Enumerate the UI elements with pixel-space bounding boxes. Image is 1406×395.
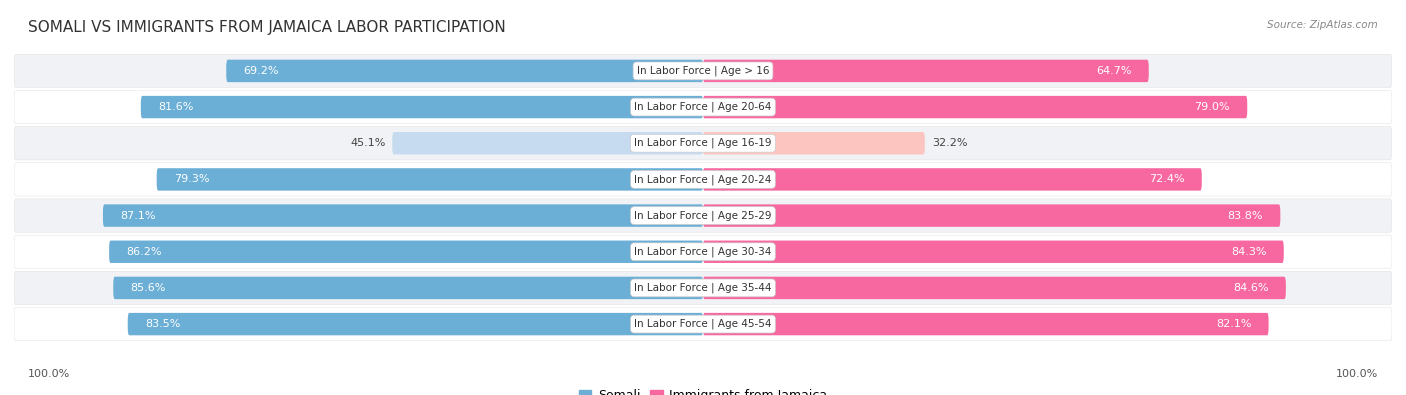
Text: 45.1%: 45.1% — [350, 138, 385, 148]
FancyBboxPatch shape — [110, 241, 703, 263]
Text: In Labor Force | Age 16-19: In Labor Force | Age 16-19 — [634, 138, 772, 149]
FancyBboxPatch shape — [703, 132, 925, 154]
FancyBboxPatch shape — [703, 168, 1202, 191]
FancyBboxPatch shape — [703, 313, 1268, 335]
Text: In Labor Force | Age > 16: In Labor Force | Age > 16 — [637, 66, 769, 76]
Text: 83.8%: 83.8% — [1227, 211, 1263, 220]
FancyBboxPatch shape — [703, 241, 1284, 263]
FancyBboxPatch shape — [703, 96, 1247, 118]
Text: 85.6%: 85.6% — [131, 283, 166, 293]
FancyBboxPatch shape — [14, 235, 1392, 268]
Text: SOMALI VS IMMIGRANTS FROM JAMAICA LABOR PARTICIPATION: SOMALI VS IMMIGRANTS FROM JAMAICA LABOR … — [28, 20, 506, 35]
Text: 79.0%: 79.0% — [1195, 102, 1230, 112]
FancyBboxPatch shape — [14, 199, 1392, 232]
Text: In Labor Force | Age 25-29: In Labor Force | Age 25-29 — [634, 210, 772, 221]
Text: 69.2%: 69.2% — [243, 66, 278, 76]
FancyBboxPatch shape — [703, 277, 1286, 299]
Text: Source: ZipAtlas.com: Source: ZipAtlas.com — [1267, 20, 1378, 30]
Text: 84.3%: 84.3% — [1232, 247, 1267, 257]
Legend: Somali, Immigrants from Jamaica: Somali, Immigrants from Jamaica — [574, 384, 832, 395]
Text: In Labor Force | Age 30-34: In Labor Force | Age 30-34 — [634, 246, 772, 257]
FancyBboxPatch shape — [14, 163, 1392, 196]
Text: 64.7%: 64.7% — [1097, 66, 1132, 76]
Text: 83.5%: 83.5% — [145, 319, 180, 329]
Text: 86.2%: 86.2% — [127, 247, 162, 257]
Text: In Labor Force | Age 35-44: In Labor Force | Age 35-44 — [634, 283, 772, 293]
FancyBboxPatch shape — [141, 96, 703, 118]
Text: 100.0%: 100.0% — [28, 369, 70, 379]
Text: 87.1%: 87.1% — [120, 211, 156, 220]
FancyBboxPatch shape — [14, 54, 1392, 88]
Text: In Labor Force | Age 20-64: In Labor Force | Age 20-64 — [634, 102, 772, 112]
FancyBboxPatch shape — [703, 60, 1149, 82]
FancyBboxPatch shape — [114, 277, 703, 299]
Text: 79.3%: 79.3% — [174, 175, 209, 184]
FancyBboxPatch shape — [14, 271, 1392, 305]
FancyBboxPatch shape — [14, 127, 1392, 160]
FancyBboxPatch shape — [14, 90, 1392, 124]
FancyBboxPatch shape — [103, 204, 703, 227]
Text: 32.2%: 32.2% — [932, 138, 967, 148]
FancyBboxPatch shape — [14, 307, 1392, 341]
Text: In Labor Force | Age 20-24: In Labor Force | Age 20-24 — [634, 174, 772, 185]
FancyBboxPatch shape — [392, 132, 703, 154]
FancyBboxPatch shape — [703, 204, 1281, 227]
Text: 72.4%: 72.4% — [1149, 175, 1185, 184]
FancyBboxPatch shape — [156, 168, 703, 191]
Text: 100.0%: 100.0% — [1336, 369, 1378, 379]
FancyBboxPatch shape — [226, 60, 703, 82]
Text: 84.6%: 84.6% — [1233, 283, 1268, 293]
Text: 81.6%: 81.6% — [157, 102, 194, 112]
Text: 82.1%: 82.1% — [1216, 319, 1251, 329]
FancyBboxPatch shape — [128, 313, 703, 335]
Text: In Labor Force | Age 45-54: In Labor Force | Age 45-54 — [634, 319, 772, 329]
